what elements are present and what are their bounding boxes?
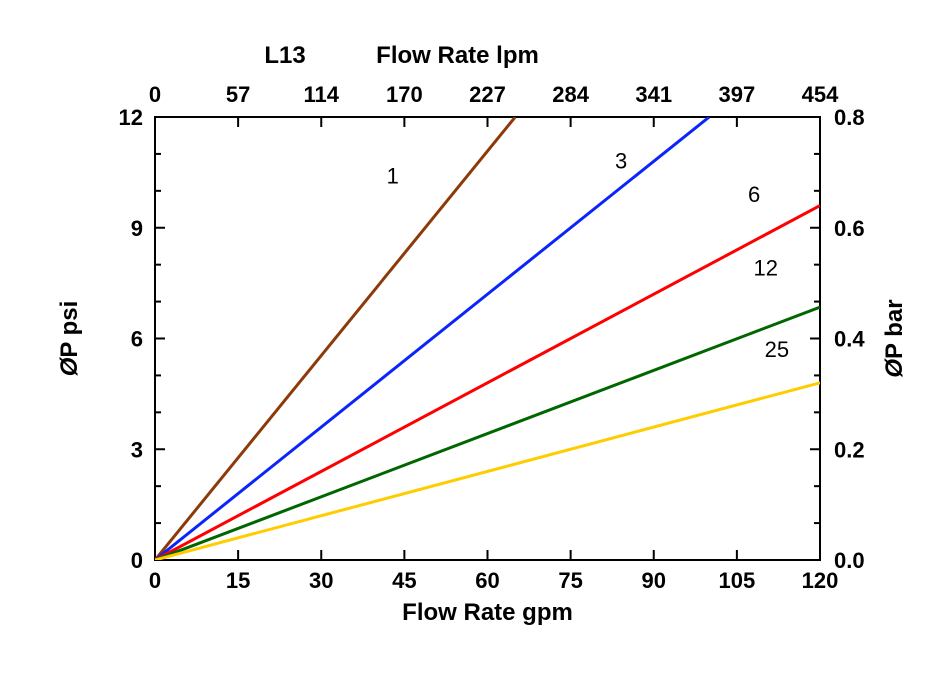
- ytick-left-label: 12: [119, 105, 143, 130]
- series-label-12: 12: [754, 256, 778, 281]
- title-top: Flow Rate lpm: [376, 42, 539, 69]
- xtick-bottom-label: 15: [226, 568, 250, 593]
- ytick-right-label: 0.2: [834, 437, 865, 462]
- ytick-left-label: 0: [131, 548, 143, 573]
- xtick-bottom-label: 75: [558, 568, 582, 593]
- xtick-bottom-label: 45: [392, 568, 416, 593]
- flow-rate-chart: 0153045607590105120057114170227284341397…: [0, 0, 932, 688]
- xtick-bottom-label: 0: [149, 568, 161, 593]
- xtick-bottom-label: 90: [642, 568, 666, 593]
- ytick-right-label: 0.4: [834, 327, 865, 352]
- title-left: ØP psi: [56, 301, 83, 377]
- xtick-top-label: 170: [386, 82, 423, 107]
- series-label-1: 1: [387, 163, 399, 188]
- xtick-top-label: 284: [552, 82, 589, 107]
- xtick-top-label: 114: [304, 82, 340, 107]
- ytick-left-label: 3: [131, 437, 143, 462]
- ytick-right-label: 0.6: [834, 216, 865, 241]
- xtick-bottom-label: 60: [475, 568, 499, 593]
- xtick-top-label: 341: [635, 82, 672, 107]
- ytick-right-label: 0.8: [834, 105, 865, 130]
- xtick-bottom-label: 105: [719, 568, 756, 593]
- ytick-left-label: 6: [131, 327, 143, 352]
- title-top-left: L13: [264, 42, 305, 69]
- ytick-left-label: 9: [131, 216, 143, 241]
- xtick-top-label: 454: [802, 82, 839, 107]
- xtick-top-label: 397: [719, 82, 756, 107]
- title-right: ØP bar: [881, 299, 908, 377]
- ytick-right-label: 0.0: [834, 548, 865, 573]
- xtick-top-label: 227: [469, 82, 506, 107]
- chart-container: 0153045607590105120057114170227284341397…: [0, 0, 932, 688]
- xtick-bottom-label: 30: [309, 568, 333, 593]
- series-label-3: 3: [615, 149, 627, 174]
- xtick-top-label: 0: [149, 82, 161, 107]
- xtick-top-label: 57: [226, 82, 250, 107]
- xtick-bottom-label: 120: [802, 568, 839, 593]
- series-label-6: 6: [748, 182, 760, 207]
- series-label-25: 25: [765, 337, 789, 362]
- title-bottom: Flow Rate gpm: [402, 599, 573, 626]
